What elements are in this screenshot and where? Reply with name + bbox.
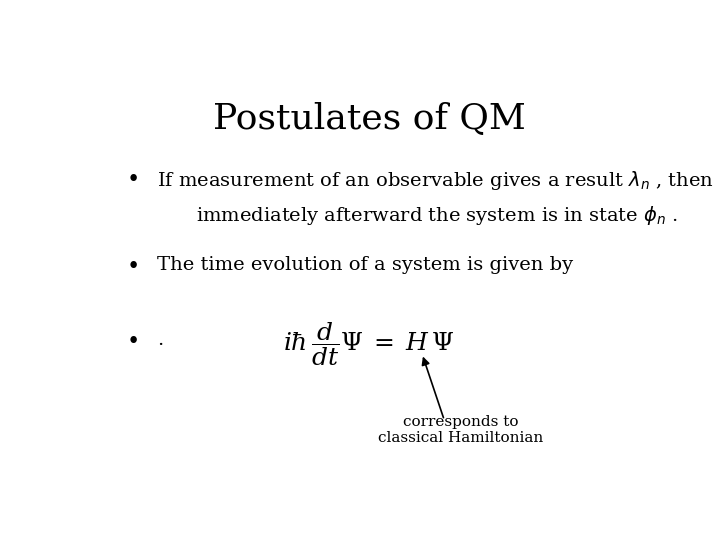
Text: •: • [126, 256, 140, 278]
Text: immediately afterward the system is in state $\phi_n$ .: immediately afterward the system is in s… [196, 204, 678, 227]
Text: The time evolution of a system is given by: The time evolution of a system is given … [157, 256, 573, 274]
Text: .: . [157, 331, 163, 349]
Text: $i\hbar\,\dfrac{d}{dt}\Psi \;=\; H\,\Psi$: $i\hbar\,\dfrac{d}{dt}\Psi \;=\; H\,\Psi… [283, 321, 455, 368]
Text: •: • [126, 331, 140, 353]
Text: Postulates of QM: Postulates of QM [212, 102, 526, 136]
Text: •: • [126, 168, 140, 191]
Text: If measurement of an observable gives a result $\lambda_n$ , then: If measurement of an observable gives a … [157, 168, 714, 192]
Text: corresponds to
classical Hamiltonian: corresponds to classical Hamiltonian [379, 415, 544, 445]
